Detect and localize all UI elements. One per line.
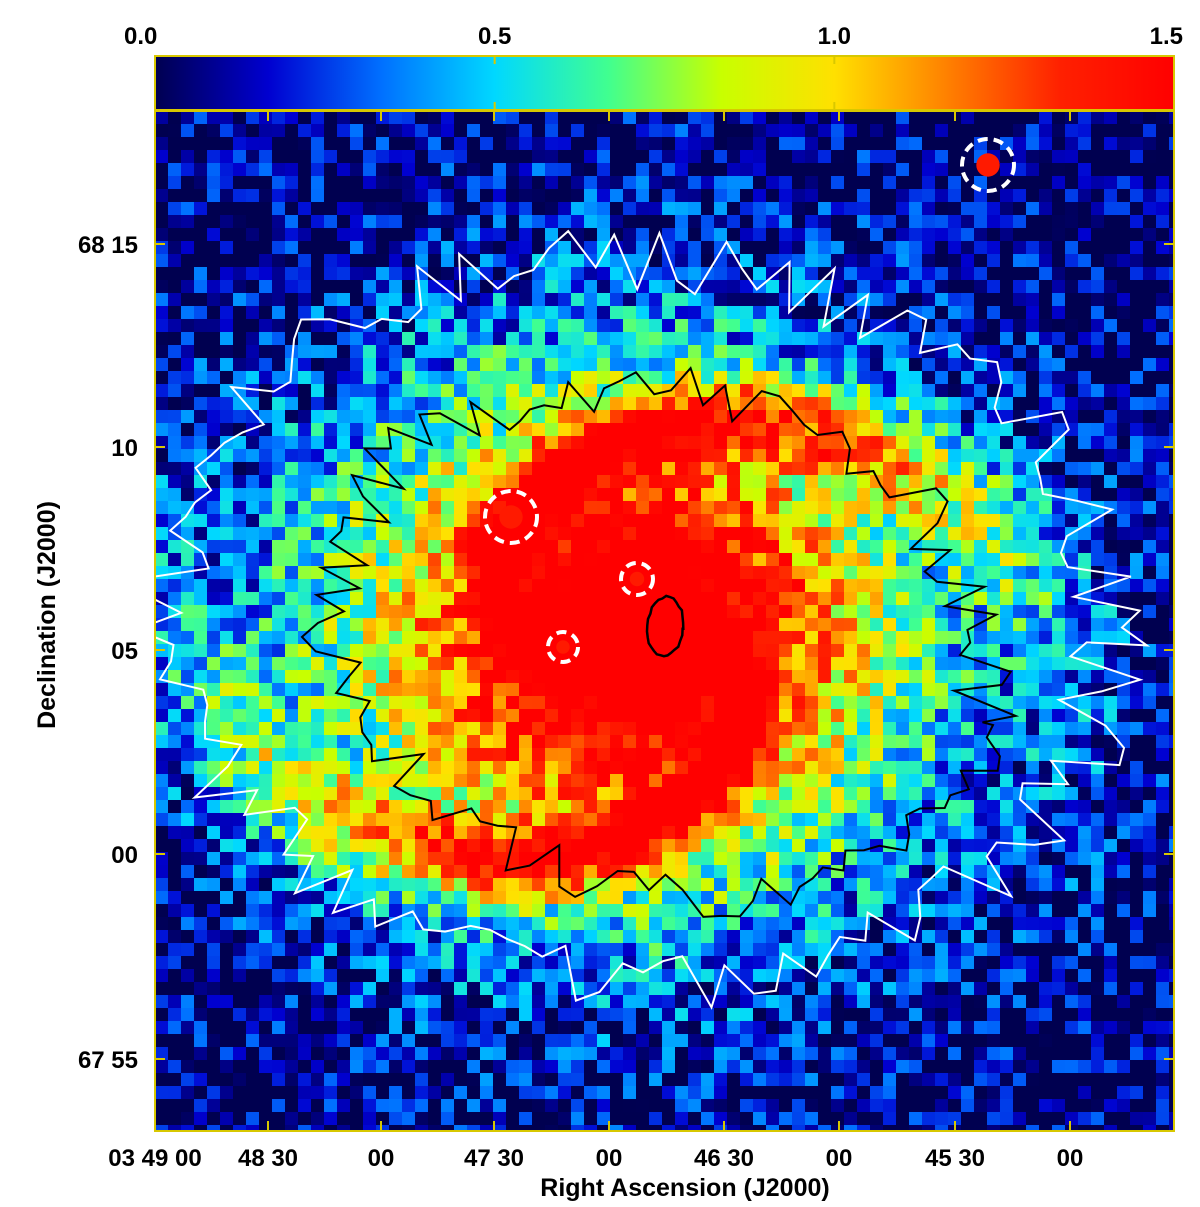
contour-outer [155,229,1151,1010]
y-axis-label: Declination (J2000) [33,501,61,729]
y-tick-labels: 68 15 10 05 00 67 55 [78,232,138,1074]
frame-ticks [154,111,1174,1131]
source-core [499,505,523,529]
y-tick-label: 05 [111,638,138,665]
x-axis-label: Right Ascension (J2000) [540,1174,829,1202]
x-tick-labels: 03 49 00 48 30 00 47 30 00 46 30 00 45 30 00 [108,1145,1083,1172]
x-tick-label: 03 49 00 [108,1145,201,1172]
source-marker-circle [960,137,1016,193]
x-tick-label: 48 30 [238,1145,298,1172]
y-tick-label: 67 55 [78,1047,138,1074]
plot-area [154,110,1175,1132]
plot-frame [154,110,1175,1132]
contour-core [645,594,685,658]
colorbar-gradient [155,56,1174,110]
y-tick-label: 10 [111,435,138,462]
contour-inner [300,366,1020,918]
x-tick-label: 00 [368,1145,395,1172]
colorbar-tick-label: 0.5 [478,23,511,50]
source-marker-circle [619,561,655,597]
colorbar-tick-label: 1.0 [818,23,851,50]
colorbar-tick-label: 1.5 [1150,23,1183,50]
colorbar: 0.0 0.5 1.0 1.5 [124,23,1183,111]
source-marker-circle [483,489,539,545]
x-tick-label: 45 30 [925,1145,985,1172]
colorbar-ticks: 0.0 0.5 1.0 1.5 [124,23,1183,110]
x-tick-label: 47 30 [464,1145,524,1172]
colorbar-tick-label: 0.0 [124,23,157,50]
source-core [556,640,570,654]
source-core [976,153,1000,177]
x-tick-label: 00 [596,1145,623,1172]
source-core [629,571,645,587]
heatmap-image [155,111,1174,1131]
y-tick-label: 68 15 [78,232,138,259]
contour-lines [155,229,1151,1010]
source-marker-circle [546,630,580,664]
x-tick-label: 46 30 [694,1145,754,1172]
x-tick-label: 00 [826,1145,853,1172]
x-tick-label: 00 [1057,1145,1084,1172]
y-tick-label: 00 [111,842,138,869]
marked-sources [483,137,1016,664]
